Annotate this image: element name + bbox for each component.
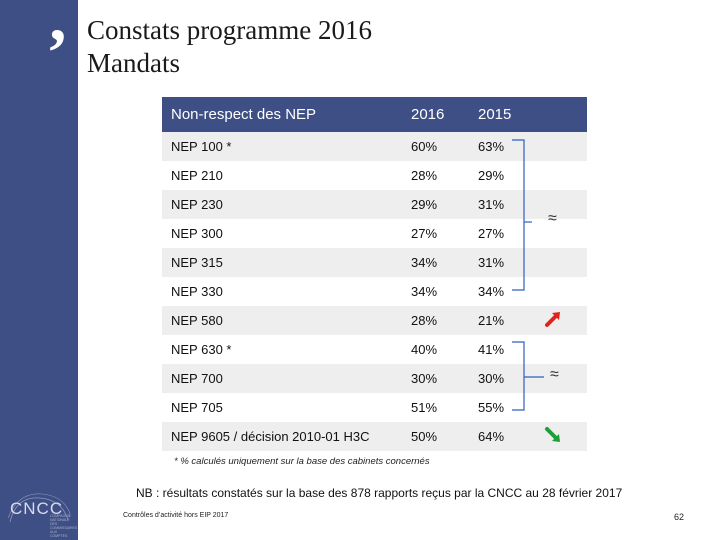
cell-2016: 51%	[411, 400, 438, 415]
approx-icon-1: ≈	[548, 210, 557, 227]
table-row: NEP 315 34% 31%	[162, 248, 587, 277]
cell-2016: 60%	[411, 139, 438, 154]
footnote: * % calculés uniquement sur la base des …	[174, 456, 430, 467]
footer-text: Contrôles d’activité hors EIP 2017	[123, 512, 229, 519]
arrow-up-icon	[545, 312, 560, 327]
page-title: Constats programme 2016 Mandats	[87, 14, 372, 80]
cell-2015: 31%	[478, 197, 505, 212]
cell-2016: 28%	[411, 313, 438, 328]
page-number: 62	[674, 512, 685, 522]
nep-table: Non-respect des NEP 2016 2015 NEP 100 * 6…	[162, 97, 587, 451]
cell-2016: 29%	[411, 197, 438, 212]
table-row: NEP 705 51% 55%	[162, 393, 587, 422]
quote-mark-decoration: ’	[46, 14, 69, 90]
cell-nep: NEP 210	[171, 168, 223, 183]
arrow-down-icon	[545, 427, 560, 442]
cell-2016: 30%	[411, 371, 438, 386]
cell-2015: 31%	[478, 255, 505, 270]
bracket-group-2	[512, 341, 544, 411]
cell-2015: 21%	[478, 313, 505, 328]
cell-nep: NEP 100 *	[171, 139, 232, 154]
cell-2015: 34%	[478, 284, 505, 299]
cell-nep: NEP 705	[171, 400, 223, 415]
cell-nep: NEP 580	[171, 313, 223, 328]
table-header: Non-respect des NEP 2016 2015	[162, 97, 587, 132]
cell-2016: 34%	[411, 255, 438, 270]
cell-nep: NEP 315	[171, 255, 223, 270]
table-row: NEP 100 * 60% 63%	[162, 132, 587, 161]
cell-nep: NEP 630 *	[171, 342, 232, 357]
cell-nep: NEP 700	[171, 371, 223, 386]
cell-2015: 41%	[478, 342, 505, 357]
cell-2016: 27%	[411, 226, 438, 241]
table-row: NEP 9605 / décision 2010-01 H3C 50% 64%	[162, 422, 587, 451]
table-row: NEP 210 28% 29%	[162, 161, 587, 190]
cell-2016: 50%	[411, 429, 438, 444]
table-row: NEP 700 30% 30%	[162, 364, 587, 393]
bracket-group-1	[512, 139, 532, 291]
cell-2016: 34%	[411, 284, 438, 299]
header-2016: 2016	[411, 106, 445, 123]
cell-nep: NEP 330	[171, 284, 223, 299]
title-line-2: Mandats	[87, 48, 180, 78]
cncc-logo-icon	[7, 493, 71, 523]
cell-2016: 40%	[411, 342, 438, 357]
approx-icon-2: ≈	[550, 366, 559, 383]
title-line-1: Constats programme 2016	[87, 15, 372, 45]
table-row: NEP 580 28% 21%	[162, 306, 587, 335]
sidebar: ’ CNCC COMPAGNIE NATIONALE DES COMMISSAI…	[0, 0, 78, 540]
cell-nep: NEP 300	[171, 226, 223, 241]
cell-nep: NEP 9605 / décision 2010-01 H3C	[171, 429, 370, 444]
cell-2016: 28%	[411, 168, 438, 183]
cell-2015: 55%	[478, 400, 505, 415]
cell-2015: 29%	[478, 168, 505, 183]
cell-2015: 63%	[478, 139, 505, 154]
logo-subtext: COMPAGNIE NATIONALE DES COMMISSAIRES AUX…	[50, 514, 78, 538]
header-2015: 2015	[478, 106, 512, 123]
cell-nep: NEP 230	[171, 197, 223, 212]
cell-2015: 64%	[478, 429, 505, 444]
cell-2015: 27%	[478, 226, 505, 241]
logo-text: CNCC	[10, 499, 64, 518]
cell-2015: 30%	[478, 371, 505, 386]
table-row: NEP 230 29% 31%	[162, 190, 587, 219]
table-row: NEP 330 34% 34%	[162, 277, 587, 306]
header-nep: Non-respect des NEP	[171, 106, 317, 123]
nb-note: NB : résultats constatés sur la base des…	[136, 486, 623, 500]
table-row: NEP 630 * 40% 41%	[162, 335, 587, 364]
table-row: NEP 300 27% 27%	[162, 219, 587, 248]
